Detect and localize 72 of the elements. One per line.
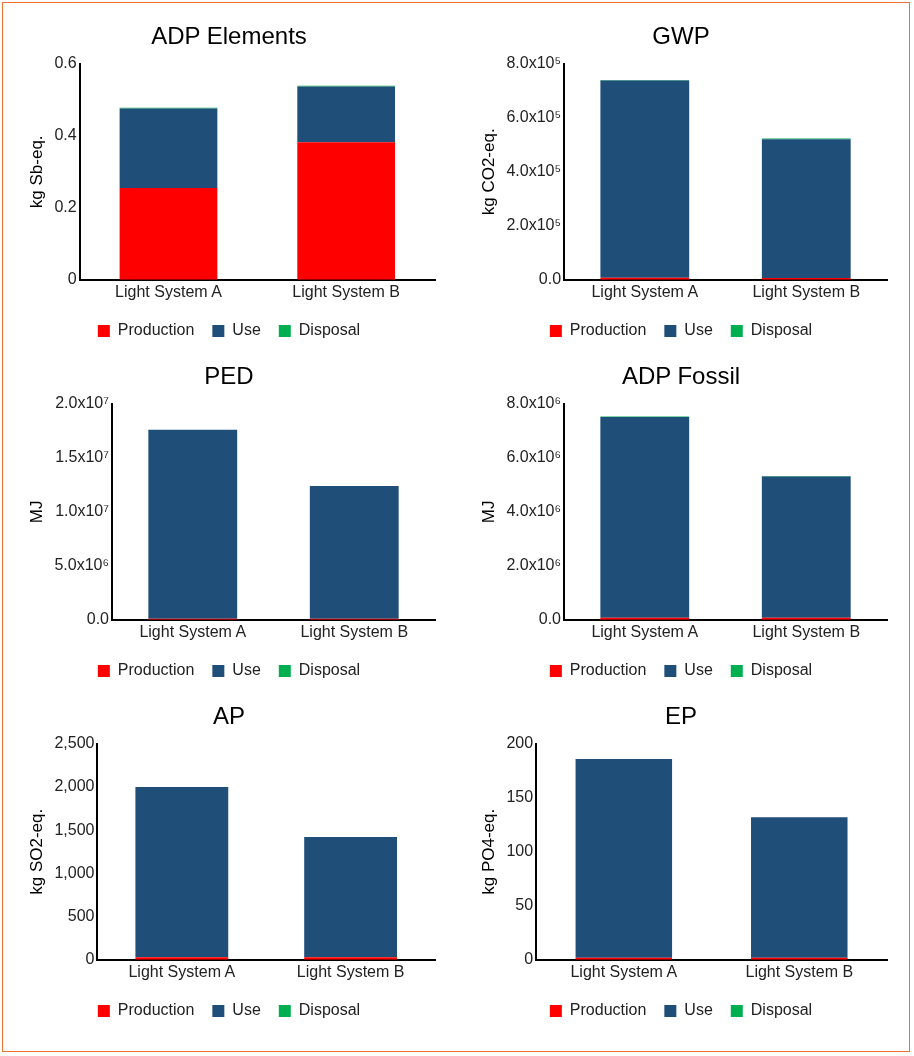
y-tick-label: 0	[85, 950, 95, 968]
x-tick-label: Light System A	[570, 962, 678, 980]
y-tick-label: 0.6	[54, 54, 77, 72]
y-tick-label: 100	[506, 842, 534, 860]
x-tick-label: Light System A	[128, 962, 236, 980]
x-tick-label: Light System B	[300, 622, 409, 640]
y-axis-title: kg CO2-eq.	[478, 128, 498, 216]
chart-title: ADP Elements	[151, 22, 307, 50]
chart-title: ADP Fossil	[621, 362, 741, 390]
chart-title: GWP	[652, 22, 710, 50]
y-tick-label: 2.0x10⁷	[55, 394, 110, 412]
legend-label: Production	[117, 321, 195, 339]
x-tick-label: Light System B	[745, 962, 854, 980]
x-tick-label: Light System B	[292, 282, 400, 300]
y-tick-label: 0.0	[538, 270, 562, 288]
y-tick-label: 6.0x10⁵	[506, 108, 562, 126]
y-tick-label: 4.0x10⁵	[506, 162, 562, 180]
y-tick-label: 200	[506, 734, 534, 752]
y-tick-label: 50	[515, 896, 534, 914]
legend-label: Disposal	[750, 1001, 813, 1019]
y-tick-label: 2,500	[54, 734, 95, 752]
x-tick-label: Light System B	[296, 962, 405, 980]
legend-label: Use	[684, 1001, 713, 1019]
y-tick-label: 5.0x10⁶	[54, 556, 110, 574]
legend-label: Disposal	[750, 321, 813, 339]
x-tick-label: Light System A	[591, 622, 699, 640]
legend-label: Disposal	[298, 661, 361, 679]
y-tick-label: 1.0x10⁷	[55, 502, 110, 520]
y-tick-label: 4.0x10⁶	[506, 502, 562, 520]
legend-label: Use	[684, 661, 713, 679]
x-tick-label: Light System A	[139, 622, 247, 640]
y-tick-label: 0	[67, 270, 77, 288]
y-tick-label: 6.0x10⁶	[506, 448, 562, 466]
y-tick-label: 2.0x10⁶	[506, 556, 562, 574]
chart-title: PED	[204, 362, 254, 390]
y-axis-title: kg SO2-eq.	[26, 808, 46, 895]
y-tick-label: 0.0	[86, 610, 110, 628]
legend-label: Use	[684, 321, 713, 339]
y-tick-label: 2.0x10⁵	[506, 216, 562, 234]
legend-label: Production	[569, 321, 647, 339]
x-tick-label: Light System A	[591, 282, 699, 300]
y-axis-title: kg Sb-eq.	[26, 135, 46, 209]
y-tick-label: 8.0x10⁶	[506, 394, 562, 412]
legend-label: Production	[117, 1001, 195, 1019]
y-tick-label: 1,500	[54, 820, 95, 838]
chart-title: AP	[212, 702, 246, 730]
legend-label: Use	[232, 1001, 261, 1019]
y-axis-title: MJ	[478, 500, 498, 524]
y-tick-label: 0	[524, 950, 534, 968]
legend-label: Disposal	[750, 661, 813, 679]
legend-label: Disposal	[298, 321, 361, 339]
y-tick-label: 150	[506, 788, 534, 806]
y-tick-label: 1.5x10⁷	[55, 448, 110, 466]
x-tick-label: Light System B	[752, 622, 861, 640]
x-tick-label: Light System A	[115, 282, 223, 300]
y-tick-label: 1,000	[54, 863, 95, 881]
legend-label: Production	[569, 1001, 647, 1019]
y-tick-label: 0.2	[54, 198, 77, 216]
y-axis-title: kg PO4-eq.	[478, 808, 498, 895]
chart-title: EP	[664, 702, 698, 730]
legend-label: Production	[117, 661, 195, 679]
y-tick-label: 500	[67, 907, 95, 925]
x-tick-label: Light System B	[752, 282, 861, 300]
legend-label: Production	[569, 661, 647, 679]
y-axis-title: MJ	[26, 500, 46, 524]
y-tick-label: 8.0x10⁵	[506, 54, 562, 72]
legend-label: Disposal	[298, 1001, 361, 1019]
y-tick-label: 0.4	[54, 126, 77, 144]
legend-label: Use	[232, 321, 261, 339]
y-tick-label: 0.0	[538, 610, 562, 628]
y-tick-label: 2,000	[54, 777, 95, 795]
legend-label: Use	[232, 661, 261, 679]
